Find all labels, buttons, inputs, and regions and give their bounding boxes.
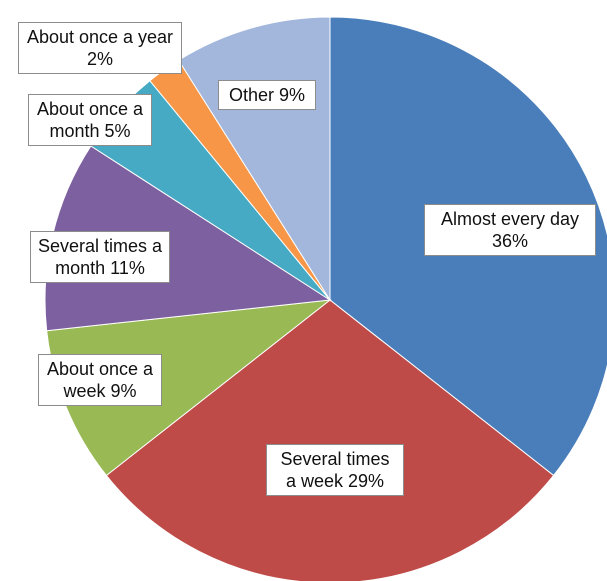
pie-slice — [46, 299, 332, 477]
slice-value: 9% — [110, 381, 137, 401]
slice-value: 5% — [104, 121, 131, 141]
data-label: Other 9% — [218, 80, 316, 110]
slice-name: About once a week — [46, 359, 154, 401]
slice-name: Almost every day — [440, 209, 580, 229]
slice-name: About once a month — [36, 99, 144, 141]
data-label: About once a week 9% — [38, 354, 162, 406]
data-label: Several times a week 29% — [266, 444, 404, 496]
slice-value: 29% — [348, 471, 385, 491]
data-label: Several times a month 11% — [30, 231, 170, 283]
slice-name: Other — [228, 85, 274, 105]
pie-slice — [105, 299, 555, 581]
data-label: About once a year 2% — [18, 22, 182, 74]
slice-name: About once a year — [26, 27, 174, 47]
data-label: Almost every day 36% — [424, 204, 596, 256]
slice-value: 11% — [110, 258, 145, 278]
slice-value: 9% — [279, 85, 306, 105]
slice-value: 36% — [491, 231, 529, 251]
slice-value: 2% — [86, 49, 113, 69]
data-label: About once a month 5% — [28, 94, 152, 146]
slice-name: Several times a week — [280, 449, 390, 491]
slice-name: Several times a month — [37, 236, 163, 278]
